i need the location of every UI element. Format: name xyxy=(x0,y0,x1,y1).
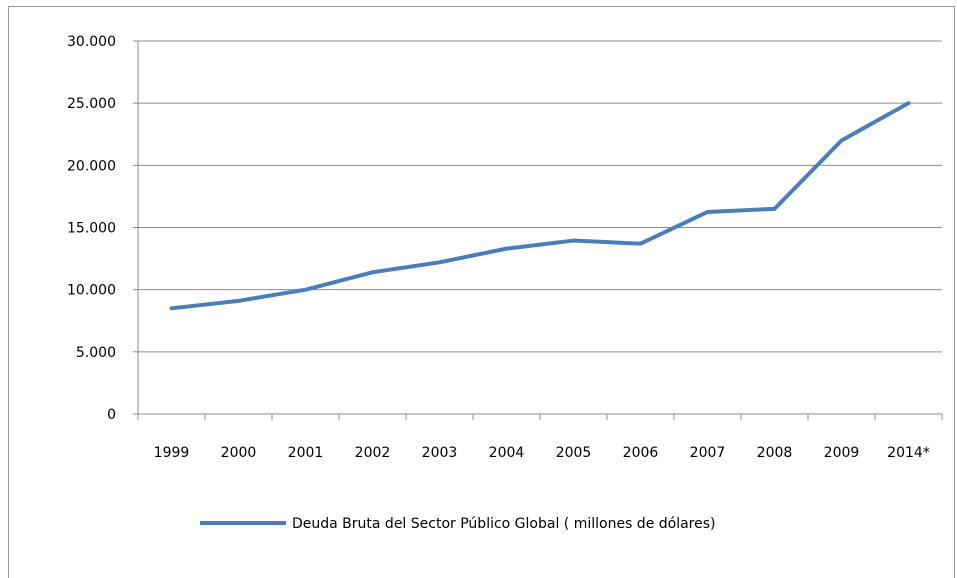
y-tick-label: 30.000 xyxy=(67,34,116,50)
x-tick-label: 1999 xyxy=(154,445,190,461)
gridlines xyxy=(138,40,942,353)
x-tick-label: 2005 xyxy=(556,445,592,461)
data-point xyxy=(840,138,843,142)
data-point xyxy=(773,207,776,211)
x-axis: 1999 2000 2001 2002 2003 2004 2005 2006 2007 2008… xyxy=(137,413,943,461)
data-point xyxy=(438,260,441,264)
data-point xyxy=(706,210,709,214)
x-tick-label: 2000 xyxy=(221,445,257,461)
x-tick-label: 2001 xyxy=(288,445,324,461)
y-tick-label: 20.000 xyxy=(67,158,116,174)
series-layer xyxy=(169,101,911,311)
x-tick-label: 2004 xyxy=(489,445,525,461)
data-point xyxy=(907,101,910,105)
legend-label: Deuda Bruta del Sector Público Global ( … xyxy=(292,516,716,532)
y-tick-label: 0 xyxy=(107,407,116,423)
data-point xyxy=(505,247,508,251)
y-tick-label: 25.000 xyxy=(67,96,116,112)
data-point xyxy=(639,242,642,246)
x-tick-label: 2006 xyxy=(623,445,659,461)
series-line xyxy=(169,101,911,311)
y-tick-label: 10.000 xyxy=(67,283,116,299)
y-tick-label: 15.000 xyxy=(67,221,116,237)
data-point xyxy=(304,288,307,292)
data-point xyxy=(371,270,374,274)
x-tick-label: 2007 xyxy=(690,445,726,461)
x-tick-label: 2009 xyxy=(824,445,860,461)
x-tick-label: 2014* xyxy=(887,445,930,461)
x-tick-label: 2008 xyxy=(757,445,793,461)
y-tick-label: 5.000 xyxy=(76,345,116,361)
data-point xyxy=(237,299,240,303)
y-axis: 0 5.000 10.000 15.000 20.000 25.000 30.000 xyxy=(67,34,139,423)
data-point xyxy=(170,306,173,310)
legend: Deuda Bruta del Sector Público Global ( … xyxy=(200,516,716,532)
chart-frame xyxy=(8,6,955,578)
x-tick-label: 2002 xyxy=(355,445,391,461)
x-tick-label: 2003 xyxy=(422,445,458,461)
data-point xyxy=(572,239,575,243)
